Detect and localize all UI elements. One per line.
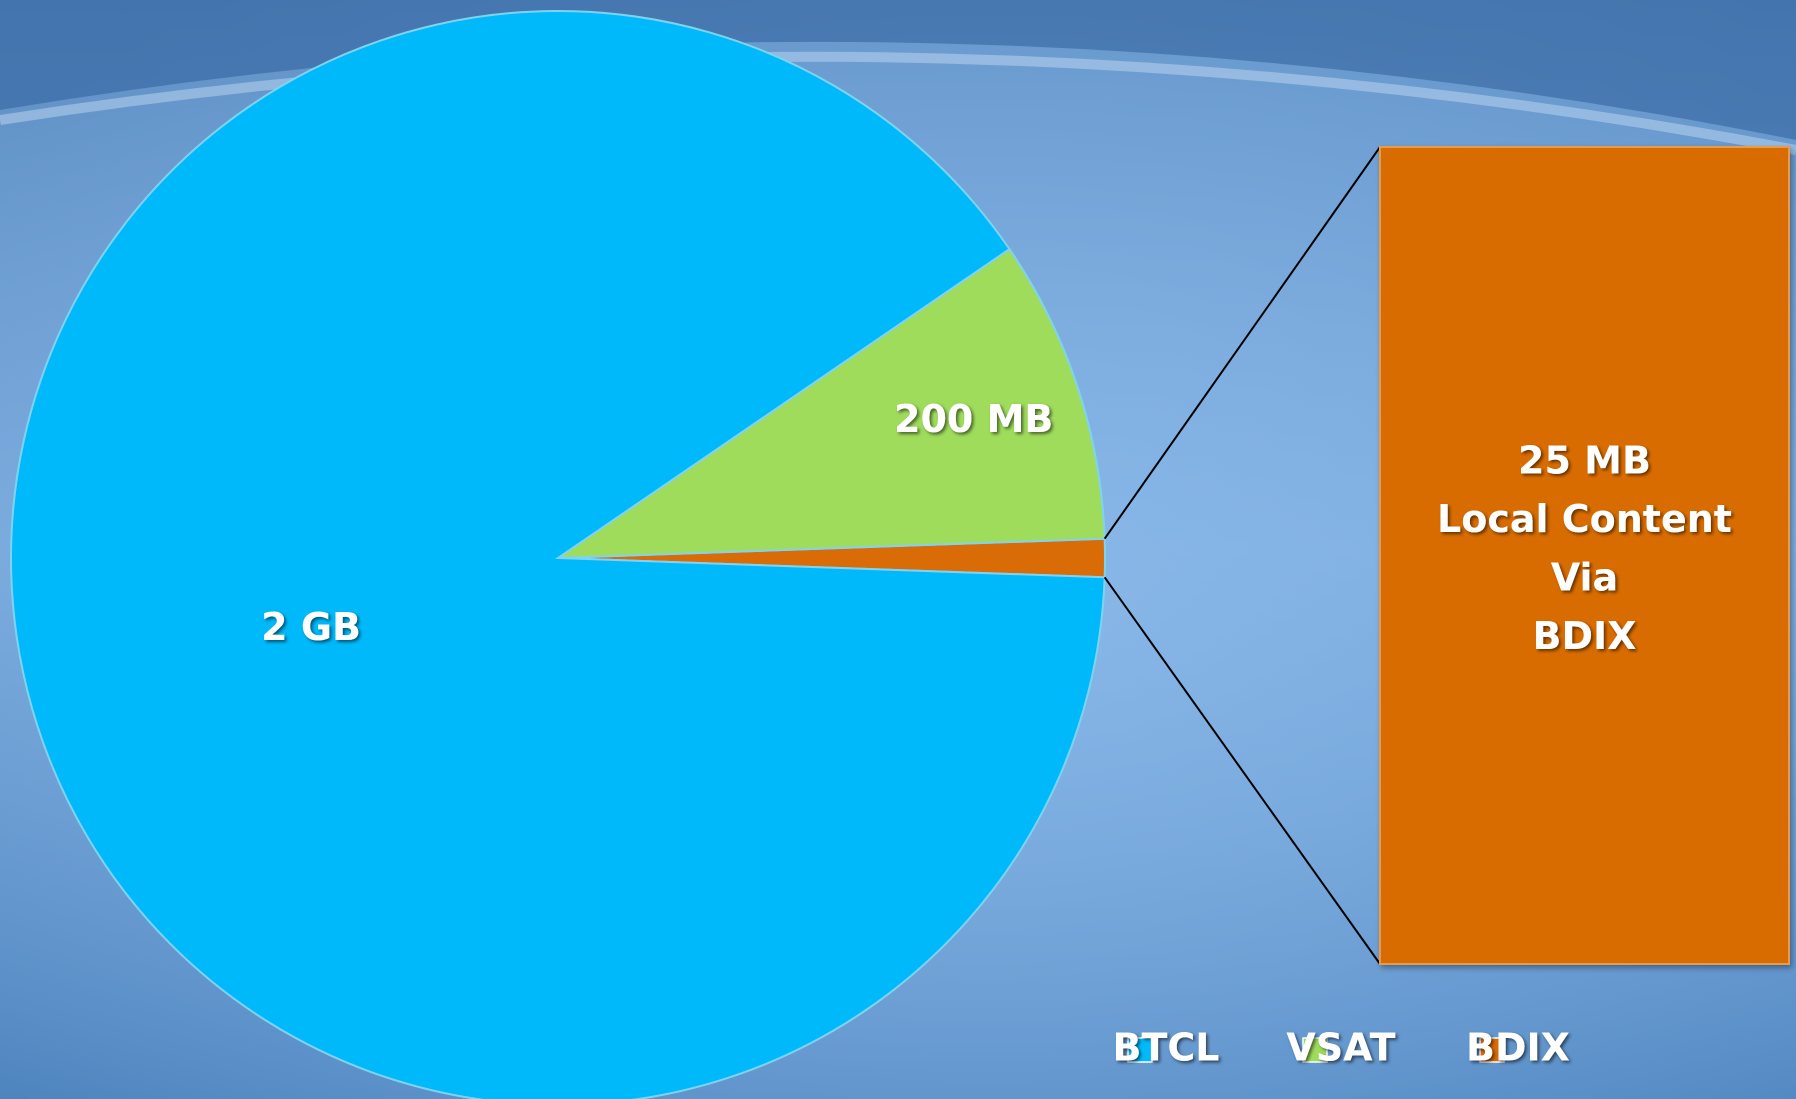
legend-swatch — [1479, 1037, 1505, 1063]
breakout-bar — [1379, 146, 1790, 965]
data-label: 25 MB — [1518, 439, 1651, 483]
connector-line — [1103, 146, 1381, 540]
annotation: Via — [1551, 556, 1618, 600]
legend-label: BDIX — [1466, 1026, 1570, 1070]
background-arc-line — [0, 51, 1796, 155]
pie-slice — [10, 10, 1106, 1099]
data-label: 200 MB — [894, 397, 1053, 441]
data-label: 2 GB — [261, 605, 361, 649]
annotation: Local Content — [1437, 497, 1732, 541]
legend-label: VSAT — [1286, 1026, 1395, 1070]
legend-swatch — [1302, 1037, 1328, 1063]
pie-slice — [554, 247, 1106, 560]
legend-swatch — [1127, 1037, 1153, 1063]
legend-label: BTCL — [1113, 1026, 1220, 1070]
connector-line — [1103, 576, 1381, 965]
plot-area: 200 MB 2 GB 25 MB Local Content Via BDIX BTCL V… — [10, 10, 1790, 1099]
annotation: BDIX — [1533, 614, 1637, 658]
